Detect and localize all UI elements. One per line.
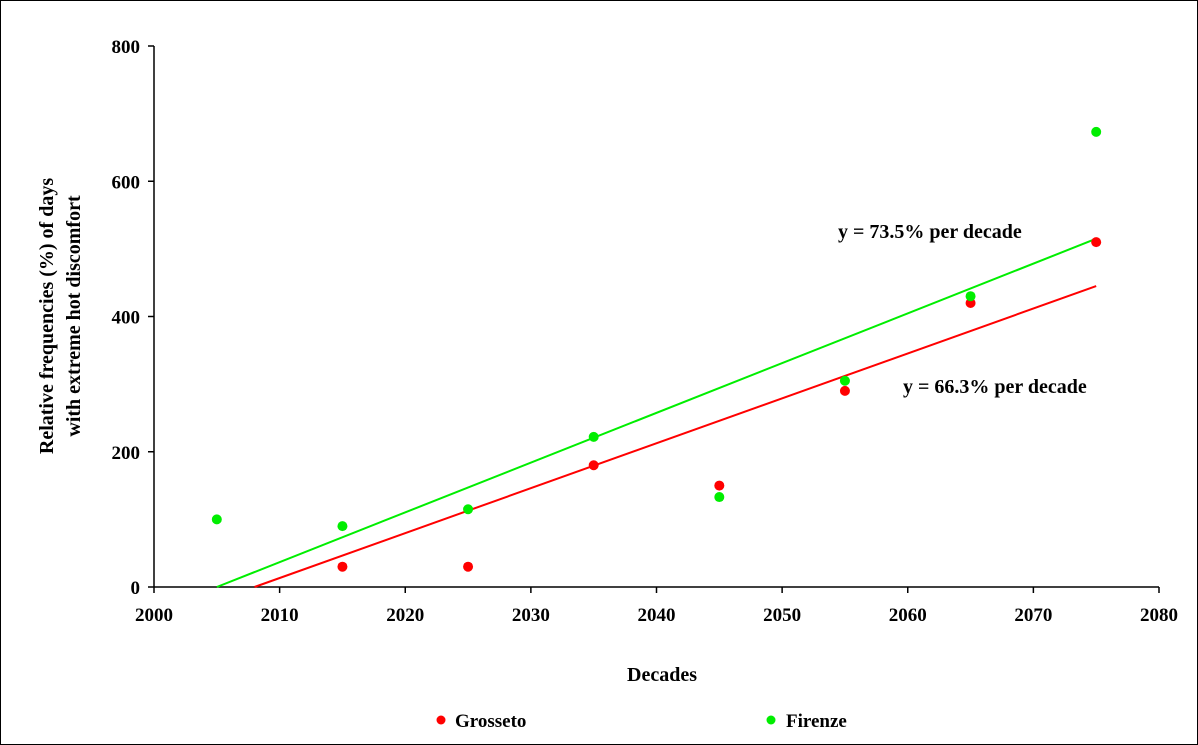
point-firenze [588,431,599,442]
legend-item-firenze: Firenze [766,711,847,732]
y-tick-label: 600 [112,172,141,193]
legend-item-grosseto: Grosseto [436,711,526,732]
y-tick-label: 200 [112,443,141,464]
x-ticks: 2000 2010 2020 2030 2040 2050 2060 2070 2080 [135,587,1178,626]
point-grosseto [839,385,850,396]
x-axis-title: Decades [627,664,697,686]
x-tick-label: 2060 [889,605,927,626]
point-grosseto [1091,237,1102,248]
point-firenze [463,504,474,515]
trend-label-firenze: y = 73.5% per decade [838,221,1022,243]
point-firenze [337,521,348,532]
y-axis-title-line-2: with extreme hot discomfort [63,195,85,437]
y-ticks: 0 200 400 600 800 [112,37,154,599]
trend-label-grosseto: y = 66.3% per decade [903,376,1087,398]
x-tick-label: 2020 [386,605,424,626]
point-grosseto [588,460,599,471]
y-tick-label: 800 [112,37,141,58]
x-tick-label: 2080 [1140,605,1178,626]
legend: Grosseto Firenze [436,711,847,732]
point-firenze [714,492,725,503]
data-points [211,126,1102,572]
point-grosseto [337,561,348,572]
legend-label-firenze: Firenze [786,711,847,732]
x-tick-label: 2040 [638,605,676,626]
y-axis-title-line-1: Relative frequencies (%) of days [36,178,58,454]
point-firenze [211,514,222,525]
x-tick-label: 2050 [763,605,801,626]
legend-marker-firenze [766,715,776,725]
y-tick-label: 400 [112,308,141,329]
point-firenze [1091,126,1102,137]
y-axis-title: Relative frequencies (%) of days with ex… [36,178,85,454]
x-tick-label: 2010 [261,605,299,626]
trend-lines [216,237,1097,588]
x-tick-label: 2070 [1014,605,1052,626]
point-firenze [839,375,850,386]
point-grosseto [463,561,474,572]
point-firenze [965,291,976,302]
x-tick-label: 2030 [512,605,550,626]
legend-label-grosseto: Grosseto [455,711,526,732]
x-tick-label: 2000 [135,605,173,626]
legend-marker-grosseto [436,715,446,725]
trend-line-firenze [216,237,1097,588]
point-grosseto [714,480,725,491]
y-tick-label: 0 [131,578,141,599]
trend-line-grosseto [254,285,1097,588]
